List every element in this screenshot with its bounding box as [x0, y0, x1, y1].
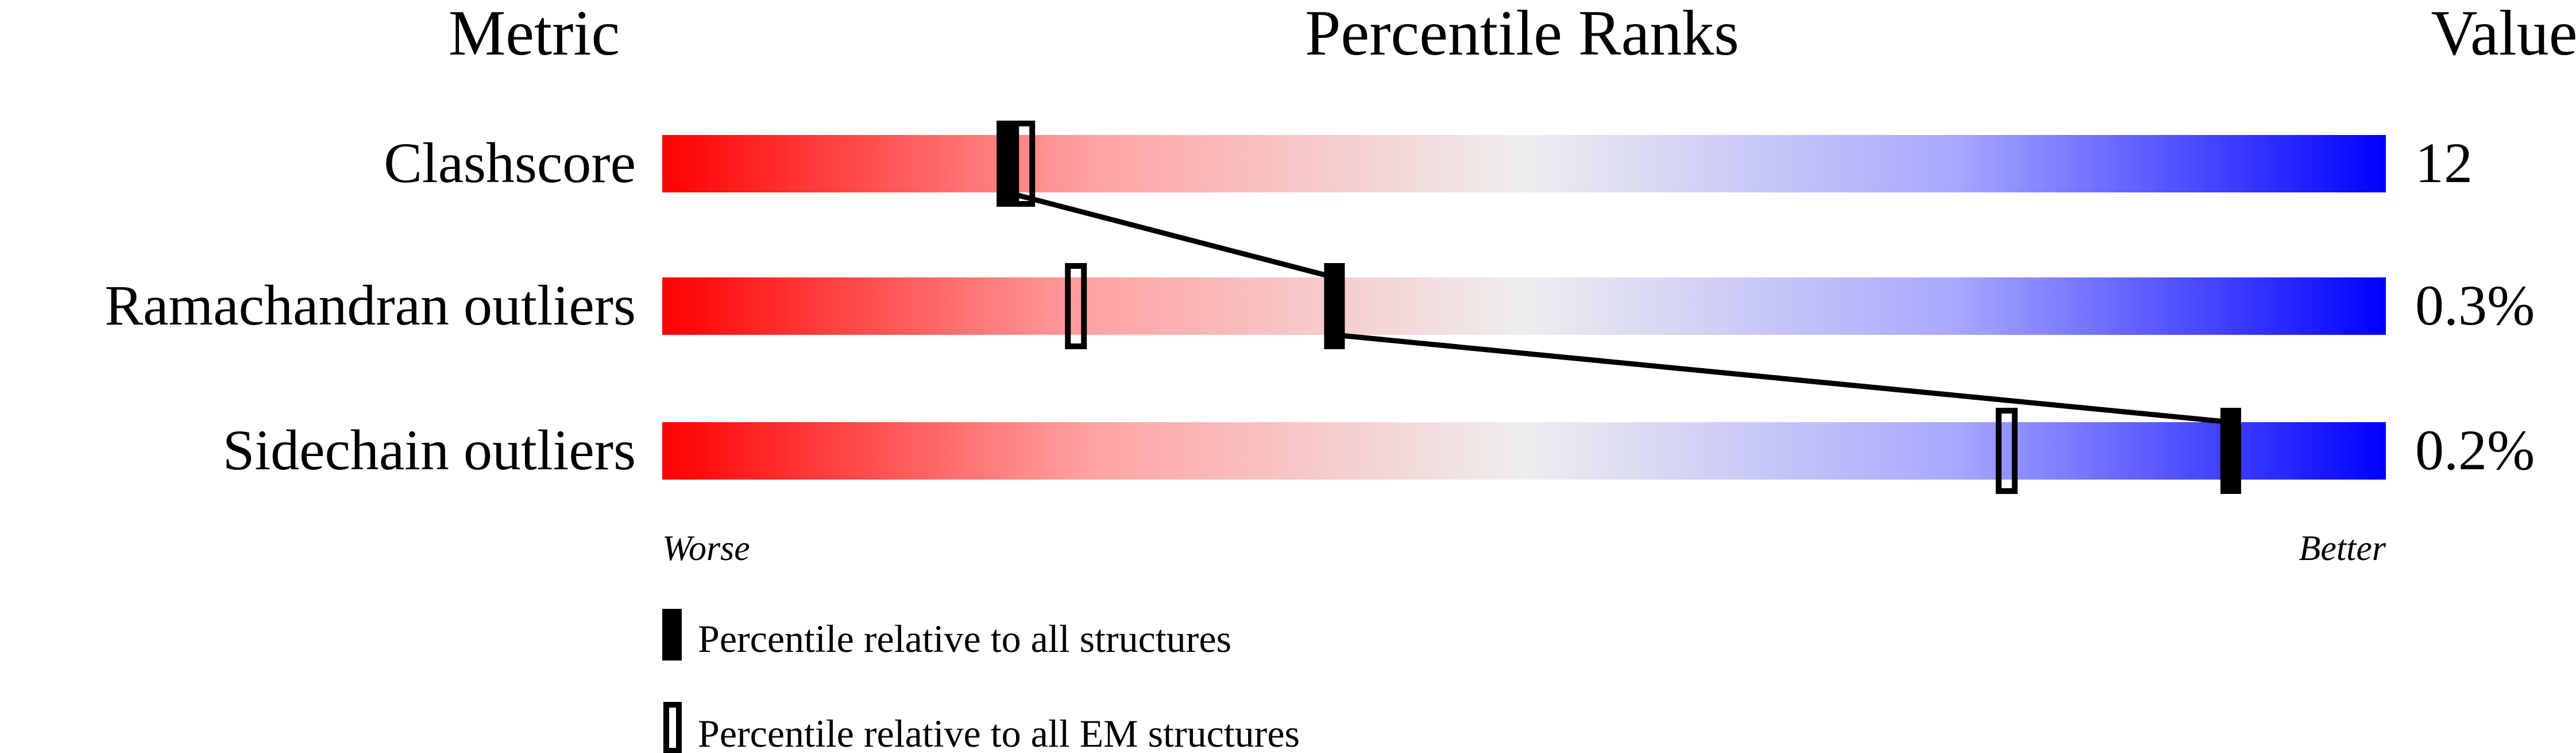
em-percentile-marker: [1065, 263, 1087, 349]
all-percentile-marker: [1324, 263, 1345, 349]
header-value: Value: [2431, 0, 2576, 69]
percentile-bar: [662, 277, 2386, 335]
metric-label: Clashscore: [384, 131, 636, 195]
metric-label: Ramachandran outliers: [105, 273, 636, 337]
legend-filled-marker: [662, 609, 682, 661]
percentile-bar: [662, 422, 2386, 480]
em-percentile-marker: [1995, 408, 2018, 494]
connector-line: [1334, 332, 2231, 425]
metric-value: 12: [2415, 131, 2473, 195]
metric-value: 0.3%: [2415, 273, 2535, 337]
all-percentile-marker: [997, 121, 1018, 207]
header-metric: Metric: [449, 0, 620, 69]
connector-line: [1006, 190, 1335, 280]
worse-label: Worse: [662, 529, 750, 568]
better-label: Better: [2299, 529, 2386, 568]
header-title: Percentile Ranks: [1305, 0, 1739, 69]
legend-open-marker: [663, 702, 682, 753]
legend-em-label: Percentile relative to all EM structures: [698, 712, 1300, 753]
metric-value: 0.2%: [2415, 418, 2535, 482]
legend-all-label: Percentile relative to all structures: [698, 617, 1231, 661]
all-percentile-marker: [2220, 408, 2241, 494]
metric-label: Sidechain outliers: [223, 418, 636, 482]
percentile-bar: [662, 135, 2386, 192]
